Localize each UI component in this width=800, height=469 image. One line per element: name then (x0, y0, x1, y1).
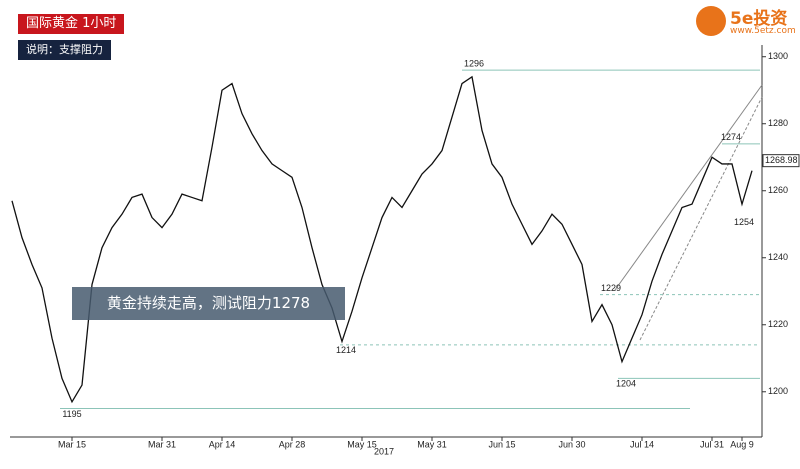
annotation-label: 1274 (721, 132, 741, 142)
x-tick-label: Aug 9 (730, 439, 754, 449)
header-subtitle: 说明：支撑阻力 (18, 40, 111, 60)
year-label: 2017 (374, 446, 394, 456)
annotation-label: 1296 (464, 59, 484, 69)
annotation-label: 1229 (601, 283, 621, 293)
x-tick-label: Jul 31 (700, 439, 724, 449)
x-tick-label: Apr 14 (209, 439, 236, 449)
callout: 黄金持续走高，测试阻力1278 (72, 287, 345, 320)
x-tick-label: Mar 31 (148, 439, 176, 449)
last-price-box (762, 154, 800, 168)
y-tick-label: 1260 (768, 185, 788, 195)
header-title: 国际黄金 1小时 (18, 14, 125, 34)
annotation-label: 1214 (336, 345, 356, 355)
price-line (11, 75, 753, 404)
annotation-label: 1204 (616, 379, 636, 389)
x-tick-label: Jul 14 (630, 439, 654, 449)
y-tick-label: 1200 (768, 386, 788, 396)
x-tick-label: Jun 15 (488, 439, 515, 449)
x-tick-label: Jun 30 (558, 439, 585, 449)
x-tick-label: Apr 28 (279, 439, 306, 449)
trend-line (614, 84, 763, 291)
x-tick-label: May 31 (417, 439, 447, 449)
logo-icon (696, 6, 726, 36)
logo-brand: 5e投资 (730, 9, 788, 29)
logo-url: www.5etz.com (730, 26, 796, 36)
y-tick-label: 1300 (768, 51, 788, 61)
y-tick-label: 1280 (768, 118, 788, 128)
y-tick-label: 1220 (768, 319, 788, 329)
annotation-label: 1195 (62, 409, 81, 419)
x-tick-label: Mar 15 (58, 439, 86, 449)
trend-line (639, 96, 763, 341)
last-price-label: 1268.98 (765, 155, 798, 165)
x-tick-label: May 15 (347, 439, 377, 449)
annotation-label: 1254 (734, 217, 754, 227)
y-tick-label: 1240 (768, 252, 788, 262)
